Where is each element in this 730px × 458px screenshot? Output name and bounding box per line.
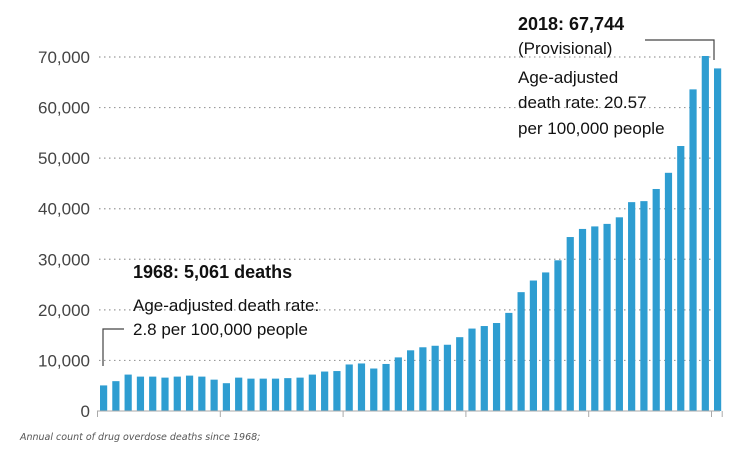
bar-2004 — [542, 272, 550, 411]
bar-1989 — [357, 363, 366, 411]
bar-1984 — [296, 377, 304, 411]
bar-1978 — [222, 383, 230, 411]
annotation-2018: 2018: 67,744 (Provisional) Age-adjusted … — [518, 14, 715, 138]
bar-1986 — [321, 371, 329, 411]
bar-1991 — [382, 363, 390, 411]
bar-2015 — [677, 146, 685, 411]
annotation-1968-leader — [102, 328, 124, 366]
y-tick-label: 0 — [81, 402, 90, 421]
y-tick-label: 10,000 — [38, 351, 90, 370]
bar-1988 — [345, 364, 353, 411]
bar-1982 — [271, 378, 280, 411]
bar-1976 — [198, 376, 206, 411]
annotation-2018-provisional: (Provisional) — [518, 39, 612, 58]
y-tick-label: 30,000 — [38, 250, 90, 269]
annotation-2018-rate-line3: per 100,000 people — [518, 119, 665, 138]
bar-2010 — [615, 217, 623, 411]
chart-caption: Annual count of drug overdose deaths sin… — [20, 432, 261, 443]
bar-2017 — [701, 55, 709, 412]
bar-2009 — [603, 223, 611, 411]
annotation-1968-heading: 1968: 5,061 deaths — [133, 262, 292, 282]
y-tick-label: 40,000 — [38, 200, 90, 219]
annotation-2018-leader — [645, 39, 715, 60]
bar-1975 — [185, 375, 194, 411]
bar-1980 — [247, 378, 255, 411]
bar-2007 — [578, 228, 587, 411]
y-tick-label: 70,000 — [38, 48, 90, 67]
bar-1999 — [480, 326, 488, 411]
y-tick-label: 60,000 — [38, 99, 90, 118]
bar-2006 — [566, 237, 574, 411]
bar-1985 — [308, 374, 316, 411]
bar-1983 — [284, 378, 292, 411]
bar-2014 — [664, 172, 673, 411]
y-tick-label: 20,000 — [38, 301, 90, 320]
bar-1995 — [431, 345, 439, 411]
bar-1970 — [124, 374, 132, 411]
bar-1997 — [456, 337, 464, 411]
bar-1979 — [235, 377, 243, 411]
y-tick-label: 50,000 — [38, 149, 90, 168]
bar-1990 — [370, 368, 378, 411]
bar-1996 — [443, 344, 452, 411]
annotation-2018-heading: 2018: 67,744 — [518, 14, 624, 34]
bar-1981 — [259, 378, 267, 411]
y-axis-ticks: 0 10,000 20,000 30,000 40,000 50,000 60,000 70,… — [38, 48, 90, 421]
bar-1998 — [468, 328, 476, 411]
bar-1977 — [210, 379, 218, 411]
bar-2005 — [554, 260, 562, 411]
bar-1974 — [173, 376, 181, 411]
annotation-2018-rate-line2: death rate: 20.57 — [518, 93, 647, 112]
bar-1972 — [149, 376, 157, 411]
bar-1992 — [394, 357, 402, 411]
bar-2001 — [505, 312, 513, 411]
bars — [100, 55, 722, 412]
bar-2008 — [591, 226, 599, 411]
bar-1987 — [333, 371, 341, 411]
annotation-1968-rate-line1: Age-adjusted death rate: — [133, 296, 319, 315]
bar-2012 — [640, 201, 648, 411]
bar-1969 — [112, 381, 120, 411]
annotation-1968: 1968: 5,061 deaths Age-adjusted death ra… — [102, 262, 319, 366]
bar-2002 — [517, 292, 525, 411]
bar-2011 — [628, 202, 636, 411]
bar-1994 — [419, 347, 427, 411]
bar-2018 — [714, 68, 722, 411]
x-axis-tick-marks — [97, 411, 723, 417]
bar-1968 — [100, 385, 108, 411]
annotation-1968-rate-line2: 2.8 per 100,000 people — [133, 320, 308, 339]
bar-2003 — [529, 280, 537, 411]
bar-2013 — [652, 188, 660, 411]
annotation-2018-rate-line1: Age-adjusted — [518, 68, 618, 87]
bar-1973 — [161, 377, 169, 411]
bar-1993 — [407, 350, 415, 411]
bar-2000 — [492, 323, 501, 411]
bar-2016 — [689, 89, 697, 412]
bar-1971 — [136, 376, 145, 411]
